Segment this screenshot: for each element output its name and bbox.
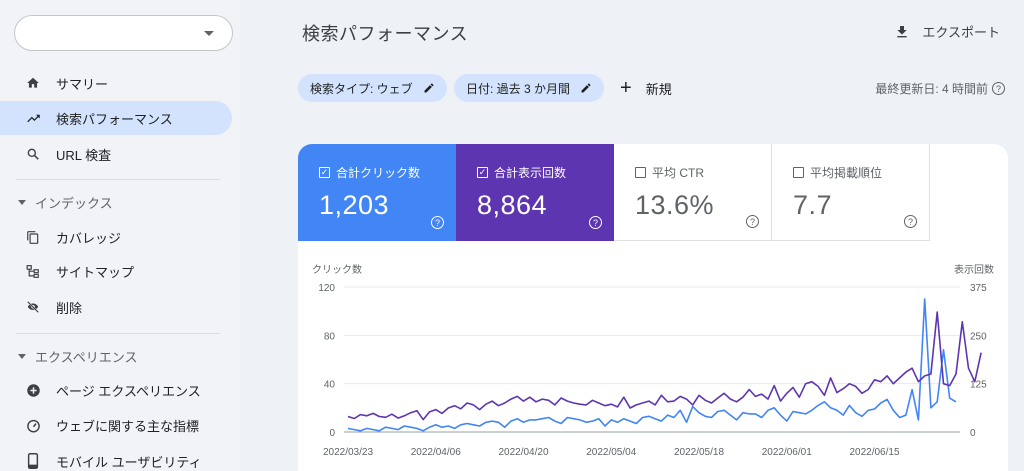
sidebar-item-label: 検索パフォーマンス: [56, 111, 173, 127]
section-title: エクスペリエンス: [35, 349, 138, 365]
last-updated: 最終更新日: 4 時間前 ?: [875, 80, 1005, 97]
sidebar-item-label: ウェブに関する主な指標: [56, 418, 200, 434]
checkbox-unchecked-icon[interactable]: [793, 167, 804, 178]
sidebar-item-label: サイトマップ: [56, 264, 135, 280]
help-icon[interactable]: ?: [746, 215, 759, 228]
export-button[interactable]: エクスポート: [894, 22, 1000, 41]
sidebar-item-removals[interactable]: 削除: [0, 290, 232, 324]
sidebar-divider: [16, 179, 220, 180]
page-title: 検索パフォーマンス: [302, 24, 469, 44]
metric-value: 7.7: [793, 190, 833, 220]
right-tick-label: 0: [970, 428, 976, 439]
sitemap-icon: [25, 263, 41, 279]
metric-label: 合計クリック数: [336, 166, 421, 180]
metric-value: 1,203: [319, 190, 390, 220]
left-tick-label: 120: [318, 283, 335, 294]
last-updated-text: 最終更新日: 4 時間前: [875, 82, 988, 96]
download-icon: [894, 24, 910, 40]
checkbox-unchecked-icon[interactable]: [635, 167, 646, 178]
sidebar-item-label: モバイル ユーザビリティ: [56, 454, 202, 470]
metric-total-clicks[interactable]: ✓ 合計クリック数 1,203 ?: [298, 144, 456, 241]
sidebar-divider: [16, 333, 220, 334]
x-tick-label: 2022/04/20: [498, 447, 548, 458]
dropdown-caret-icon: [204, 31, 214, 36]
help-icon[interactable]: ?: [589, 216, 602, 229]
sidebar-item-label: 削除: [56, 300, 83, 316]
speed-icon: [25, 417, 41, 433]
right-tick-label: 250: [970, 331, 987, 342]
clicks-series-line: [347, 298, 957, 432]
x-tick-label: 2022/04/06: [411, 447, 461, 458]
sidebar-item-label: URL 検査: [56, 147, 112, 163]
new-label: 新規: [645, 81, 672, 97]
metric-value: 8,864: [477, 190, 548, 220]
sidebar-item-mobile-usability[interactable]: モバイル ユーザビリティ: [0, 444, 232, 471]
property-name: [27, 24, 211, 42]
new-filter-button[interactable]: + 新規: [620, 78, 672, 98]
expand-triangle-icon: [18, 353, 26, 359]
trending-up-icon: [25, 110, 41, 126]
section-index-toggle[interactable]: インデックス: [18, 192, 113, 212]
help-icon[interactable]: ?: [431, 216, 444, 229]
sidebar-item-core-web-vitals[interactable]: ウェブに関する主な指標: [0, 408, 232, 442]
x-tick-label: 2022/05/04: [586, 447, 636, 458]
metric-label: 平均掲載順位: [810, 166, 883, 180]
edit-pencil-icon: [580, 82, 592, 94]
plus-icon: +: [620, 77, 632, 99]
left-tick-label: 80: [324, 331, 336, 342]
metric-average-position[interactable]: 平均掲載順位 7.7 ?: [772, 144, 930, 241]
checkbox-checked-icon[interactable]: ✓: [319, 167, 330, 178]
section-experience-toggle[interactable]: エクスペリエンス: [18, 346, 137, 366]
left-tick-label: 0: [329, 428, 335, 439]
help-icon[interactable]: ?: [904, 215, 917, 228]
property-selector[interactable]: [14, 15, 233, 51]
home-icon: [25, 75, 41, 91]
visibility-off-icon: [25, 299, 41, 315]
right-tick-label: 375: [970, 283, 987, 294]
left-tick-label: 40: [324, 380, 336, 391]
section-title: インデックス: [35, 195, 113, 211]
chip-label: 検索タイプ: ウェブ: [310, 81, 413, 96]
sidebar-item-coverage[interactable]: カバレッジ: [0, 220, 232, 254]
sidebar-item-label: カバレッジ: [56, 230, 122, 246]
expand-triangle-icon: [18, 199, 26, 205]
x-tick-label: 2022/06/01: [762, 447, 812, 458]
file-copy-icon: [25, 229, 41, 245]
checkbox-checked-icon[interactable]: ✓: [477, 167, 488, 178]
sidebar-item-page-experience[interactable]: ページ エクスペリエンス: [0, 373, 232, 407]
x-tick-label: 2022/06/15: [849, 447, 899, 458]
sidebar-item-label: ページ エクスペリエンス: [56, 383, 201, 399]
right-tick-label: 125: [970, 380, 987, 391]
performance-card: ✓ 合計クリック数 1,203 ? ✓ 合計表示回数 8,864 ? 平均 CTR …: [298, 144, 1008, 471]
metric-label: 合計表示回数: [494, 166, 567, 180]
add-circle-icon: [25, 382, 41, 398]
left-axis-title: クリック数: [312, 263, 362, 276]
export-label: エクスポート: [922, 25, 1000, 40]
date-filter-chip[interactable]: 日付: 過去 3 か月間: [454, 74, 605, 102]
metric-label: 平均 CTR: [652, 166, 704, 180]
sidebar-item-sitemaps[interactable]: サイトマップ: [0, 254, 232, 288]
metric-average-ctr[interactable]: 平均 CTR 13.6% ?: [614, 144, 772, 241]
sidebar-item-summary[interactable]: サマリー: [0, 66, 232, 100]
x-tick-label: 2022/03/23: [323, 447, 373, 458]
x-tick-label: 2022/05/18: [674, 447, 724, 458]
performance-chart: クリック数 表示回数 120 375 80 250 40 125 0 0 2022/03/23 2…: [312, 263, 994, 458]
help-icon[interactable]: ?: [992, 82, 1005, 95]
search-icon: [25, 146, 41, 162]
metric-total-impressions[interactable]: ✓ 合計表示回数 8,864 ?: [456, 144, 614, 241]
right-axis-title: 表示回数: [954, 263, 994, 276]
sidebar: サマリー 検索パフォーマンス URL 検査 インデックス カバレッジ サイトマッ…: [0, 0, 240, 471]
smartphone-icon: [25, 453, 41, 469]
sidebar-item-url-inspection[interactable]: URL 検査: [0, 137, 232, 171]
search-type-filter-chip[interactable]: 検索タイプ: ウェブ: [298, 74, 447, 102]
edit-pencil-icon: [423, 82, 435, 94]
sidebar-item-label: サマリー: [56, 76, 109, 92]
impressions-series-line: [347, 311, 982, 421]
metric-value: 13.6%: [635, 190, 715, 220]
sidebar-item-search-performance[interactable]: 検索パフォーマンス: [0, 101, 232, 135]
chip-label: 日付: 過去 3 か月間: [466, 81, 571, 96]
